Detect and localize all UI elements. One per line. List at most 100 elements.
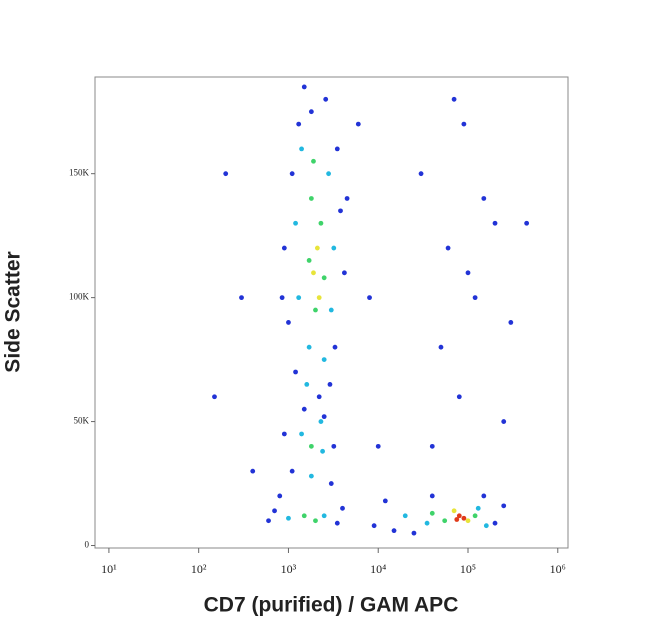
point (323, 96, 329, 102)
point (481, 196, 487, 201)
point (429, 443, 435, 449)
point (308, 109, 314, 115)
point (304, 381, 310, 387)
point (438, 344, 444, 350)
point (472, 295, 478, 301)
x-tick-label: 10⁵ (460, 562, 476, 576)
point (281, 245, 287, 251)
point (456, 513, 462, 519)
point (299, 431, 304, 437)
point (481, 493, 487, 499)
point (311, 158, 316, 164)
point (371, 523, 377, 529)
x-tick-label: 10² (191, 562, 207, 576)
point (318, 419, 324, 424)
point (342, 270, 347, 276)
point (272, 508, 277, 514)
point (286, 320, 291, 325)
point (313, 307, 318, 313)
point (492, 520, 498, 526)
point (456, 394, 462, 400)
point (334, 520, 340, 526)
point (293, 369, 298, 375)
y-tick-label: 0 (85, 540, 90, 550)
point (306, 344, 312, 350)
y-tick-label: 100K (69, 292, 90, 302)
point (492, 220, 498, 226)
point (382, 498, 388, 504)
point (318, 220, 324, 226)
point (338, 208, 343, 214)
point (289, 468, 295, 474)
point (451, 96, 457, 102)
point (465, 518, 471, 524)
point (355, 121, 361, 127)
point (418, 171, 424, 177)
point (483, 523, 489, 529)
point (328, 307, 334, 313)
point (331, 443, 337, 449)
point (344, 196, 350, 201)
point (301, 513, 307, 519)
point (332, 344, 338, 350)
point (296, 121, 302, 127)
point (313, 518, 318, 524)
point (289, 171, 295, 177)
x-tick-label: 10⁶ (550, 562, 566, 576)
x-axis-label: CD7 (purified) / GAM APC (204, 594, 459, 617)
point (277, 493, 283, 499)
point (475, 505, 481, 511)
point (461, 515, 467, 521)
point (239, 295, 244, 301)
point (308, 473, 314, 479)
point (286, 515, 291, 521)
y-tick-label: 150K (69, 168, 90, 178)
point (340, 505, 345, 511)
point (429, 493, 435, 499)
point (454, 517, 460, 522)
plot-frame (94, 76, 569, 549)
point (501, 419, 507, 424)
point (316, 295, 322, 301)
point (326, 171, 331, 177)
point (375, 443, 381, 449)
point (402, 513, 408, 519)
point (250, 468, 256, 474)
point (316, 394, 322, 400)
point (320, 448, 325, 454)
x-tick-label: 10¹ (101, 562, 117, 576)
point (321, 513, 327, 519)
point (424, 520, 430, 526)
point (391, 528, 397, 534)
y-tick-label: 50K (74, 416, 90, 426)
point (472, 513, 478, 519)
point (321, 275, 327, 281)
point (508, 320, 514, 325)
point (301, 84, 307, 90)
point (223, 171, 229, 177)
point (328, 481, 334, 486)
point (266, 518, 271, 524)
point (321, 414, 327, 420)
point (367, 295, 372, 301)
point (501, 503, 507, 509)
x-tick-label: 10⁴ (370, 562, 386, 576)
point (281, 431, 287, 437)
point (331, 245, 337, 251)
point (321, 357, 327, 362)
point (311, 270, 316, 276)
point (279, 295, 285, 301)
point (442, 518, 448, 524)
point (299, 146, 304, 152)
point (411, 530, 417, 536)
point (465, 270, 471, 276)
point (334, 146, 340, 152)
point (327, 381, 333, 387)
point (461, 121, 467, 127)
point (451, 508, 457, 514)
point (308, 196, 314, 201)
point (445, 245, 451, 251)
point (524, 220, 530, 226)
x-tick-label: 10³ (281, 562, 297, 576)
